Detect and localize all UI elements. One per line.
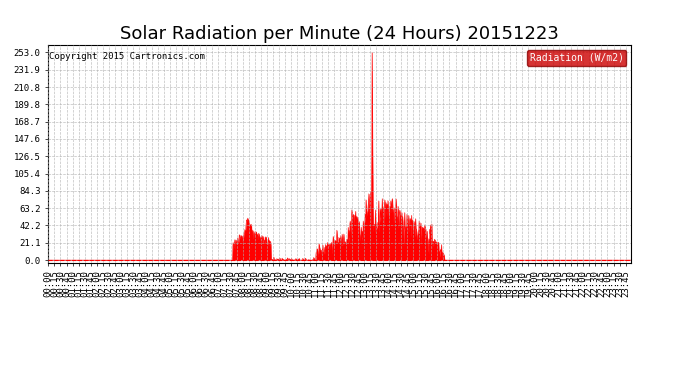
Legend: Radiation (W/m2): Radiation (W/m2) [526,50,627,66]
Title: Solar Radiation per Minute (24 Hours) 20151223: Solar Radiation per Minute (24 Hours) 20… [120,26,560,44]
Text: Copyright 2015 Cartronics.com: Copyright 2015 Cartronics.com [50,51,206,60]
